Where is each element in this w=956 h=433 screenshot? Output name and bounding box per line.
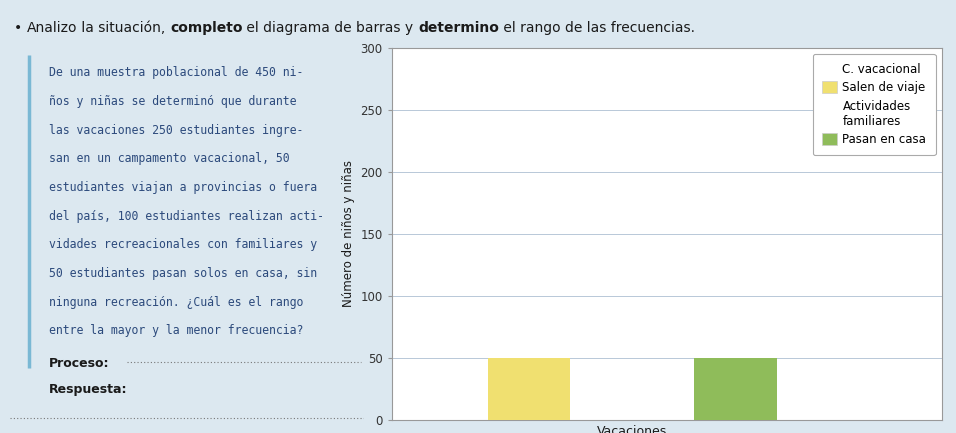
- Text: •: •: [14, 21, 27, 35]
- Text: completo: completo: [170, 21, 243, 35]
- Text: el rango de las frecuencias.: el rango de las frecuencias.: [499, 21, 695, 35]
- Bar: [488, 358, 571, 420]
- Text: De una muestra poblacional de 450 ni-: De una muestra poblacional de 450 ni-: [49, 66, 303, 79]
- Text: determino: determino: [418, 21, 499, 35]
- Text: del país, 100 estudiantes realizan acti-: del país, 100 estudiantes realizan acti-: [49, 210, 323, 223]
- Text: entre la mayor y la menor frecuencia?: entre la mayor y la menor frecuencia?: [49, 324, 303, 337]
- Text: el diagrama de barras y: el diagrama de barras y: [243, 21, 418, 35]
- Legend: C. vacacional, Salen de viaje, Actividades
familiares, Pasan en casa: C. vacacional, Salen de viaje, Actividad…: [813, 54, 936, 155]
- Text: san en un campamento vacacional, 50: san en un campamento vacacional, 50: [49, 152, 290, 165]
- Text: Analizo: Analizo: [27, 21, 77, 35]
- Text: Proceso:: Proceso:: [49, 357, 109, 370]
- Y-axis label: Número de niños y niñas: Número de niños y niñas: [341, 160, 355, 307]
- Text: estudiantes viajan a provincias o fuera: estudiantes viajan a provincias o fuera: [49, 181, 316, 194]
- Bar: [694, 358, 776, 420]
- Text: Respuesta:: Respuesta:: [49, 383, 127, 396]
- Text: ños y niñas se determinó que durante: ños y niñas se determinó que durante: [49, 95, 296, 108]
- Text: la situación,: la situación,: [77, 21, 170, 35]
- Text: ninguna recreación. ¿Cuál es el rango: ninguna recreación. ¿Cuál es el rango: [49, 296, 303, 309]
- Text: 50 estudiantes pasan solos en casa, sin: 50 estudiantes pasan solos en casa, sin: [49, 267, 316, 280]
- Text: vidades recreacionales con familiares y: vidades recreacionales con familiares y: [49, 238, 316, 251]
- Text: las vacaciones 250 estudiantes ingre-: las vacaciones 250 estudiantes ingre-: [49, 123, 303, 136]
